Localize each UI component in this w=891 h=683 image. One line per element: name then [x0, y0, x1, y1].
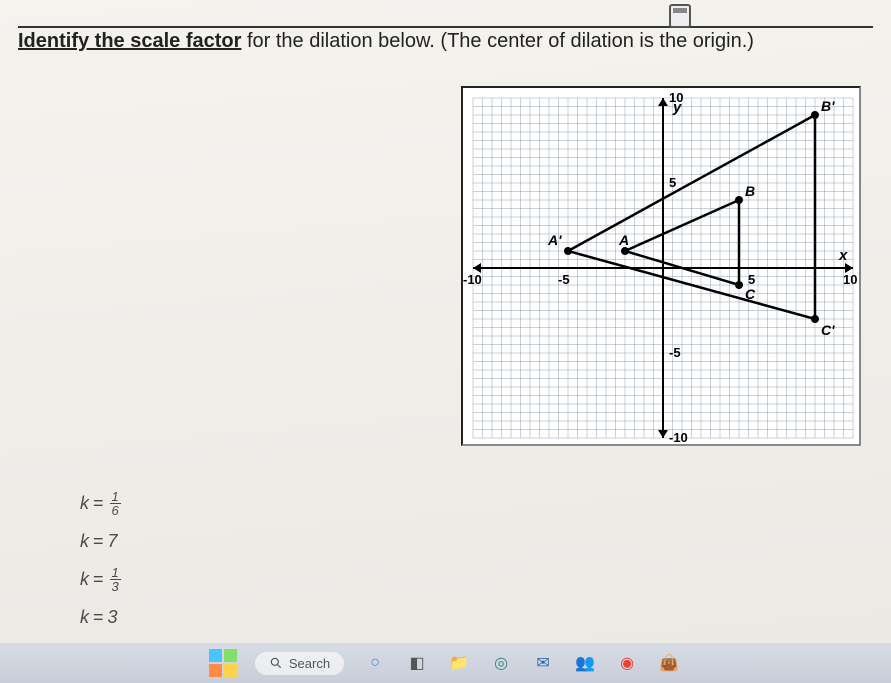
start-button[interactable]: [209, 649, 237, 677]
svg-text:B': B': [821, 98, 835, 114]
search-icon: [269, 656, 283, 670]
edge-icon[interactable]: ◎: [488, 650, 514, 676]
cortana-icon[interactable]: ○: [362, 650, 388, 676]
answer-options: k = 16 k = 7 k = 13 k = 3: [80, 490, 121, 642]
svg-text:y: y: [672, 99, 682, 116]
svg-text:5: 5: [748, 272, 755, 287]
answer-option[interactable]: k = 7: [80, 531, 121, 552]
widgets-icon[interactable]: ◧: [404, 650, 430, 676]
svg-text:-5: -5: [669, 345, 681, 360]
svg-text:x: x: [838, 247, 848, 264]
question-prefix: Identify the scale factor: [18, 30, 241, 52]
explorer-icon[interactable]: 📁: [446, 650, 472, 676]
windows-taskbar[interactable]: Search ○ ◧ 📁 ◎ ✉ 👥 ◉ 👜: [0, 643, 891, 683]
worksheet-page: Identify the scale factor for the dilati…: [0, 0, 891, 643]
search-label: Search: [289, 656, 330, 671]
taskbar-search[interactable]: Search: [255, 652, 344, 675]
svg-text:10: 10: [843, 272, 857, 287]
svg-text:A: A: [618, 232, 629, 248]
question-text: Identify the scale factor for the dilati…: [18, 26, 873, 53]
teams-icon[interactable]: 👥: [572, 650, 598, 676]
svg-text:C: C: [745, 286, 756, 302]
chrome-icon[interactable]: ◉: [614, 650, 640, 676]
svg-text:A': A': [547, 232, 562, 248]
coordinate-graph: 105-5-10-10-5510yxABCA'B'C': [461, 86, 861, 446]
calculator-icon[interactable]: [669, 4, 691, 28]
answer-option[interactable]: k = 16: [80, 490, 121, 517]
svg-text:-10: -10: [463, 272, 482, 287]
answer-option[interactable]: k = 3: [80, 607, 121, 628]
svg-text:5: 5: [669, 175, 676, 190]
bag-icon[interactable]: 👜: [656, 650, 682, 676]
svg-text:C': C': [821, 322, 835, 338]
svg-text:-5: -5: [558, 272, 570, 287]
answer-option[interactable]: k = 13: [80, 566, 121, 593]
svg-text:-10: -10: [669, 430, 688, 445]
mail-icon[interactable]: ✉: [530, 650, 556, 676]
question-rest: for the dilation below. (The center of d…: [241, 30, 754, 52]
svg-text:B: B: [745, 183, 755, 199]
